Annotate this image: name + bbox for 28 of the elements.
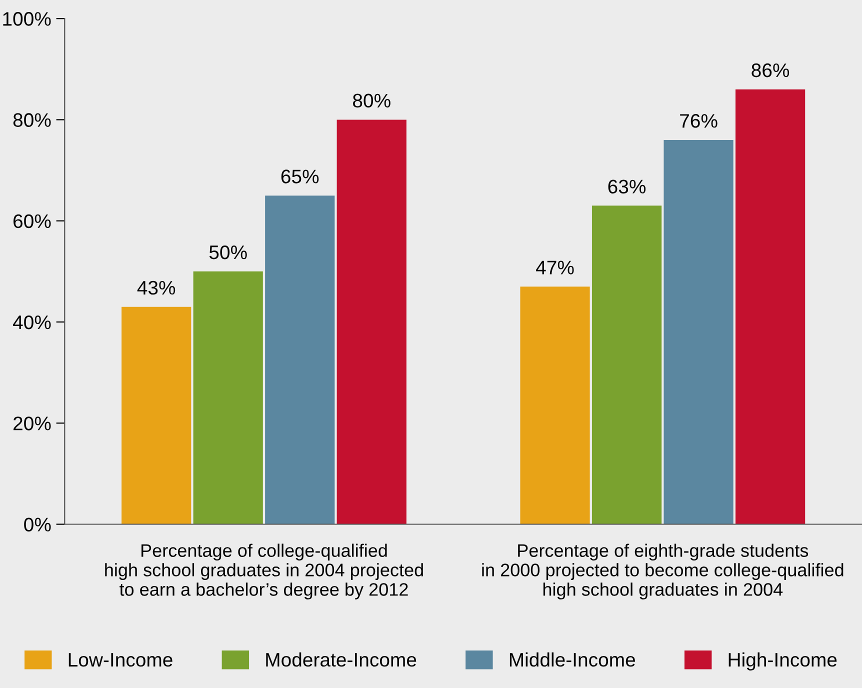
bar [122, 306, 192, 524]
x-tick-label: Percentage of college-qualified high school graduates in 2004 projected to earn a bachelor’s degree by 2012 [105, 544, 423, 600]
bar [265, 196, 335, 524]
legend-label: Low-Income [68, 653, 172, 667]
bar [736, 89, 806, 524]
data-label: 76% [680, 114, 718, 128]
x-tick-label: Percentage of eighth-grade students in 2000 projected to become college-qualified high school graduates in 2004 [482, 544, 844, 600]
data-label: 50% [209, 245, 247, 260]
data-label: 63% [608, 180, 646, 194]
data-label: 80% [353, 94, 390, 108]
data-label: 86% [752, 63, 790, 78]
legend-label: Moderate-Income [266, 652, 416, 667]
y-tick-label: 0% [24, 518, 51, 532]
bar [520, 286, 590, 524]
y-tick-label: 60% [14, 214, 51, 228]
bar [664, 140, 734, 524]
y-tick-label: 20% [14, 416, 51, 430]
y-tick-label: 80% [13, 113, 51, 127]
legend-label: High-Income [728, 652, 837, 670]
bar [193, 271, 263, 524]
bar [592, 206, 662, 524]
data-label: 47% [536, 260, 574, 274]
bar [336, 120, 406, 524]
y-tick-label: 100% [3, 12, 51, 26]
data-label: 65% [281, 170, 319, 184]
data-label: 43% [137, 280, 176, 295]
legend-label: Middle-Income [510, 652, 636, 667]
y-tick-label: 40% [12, 315, 51, 330]
